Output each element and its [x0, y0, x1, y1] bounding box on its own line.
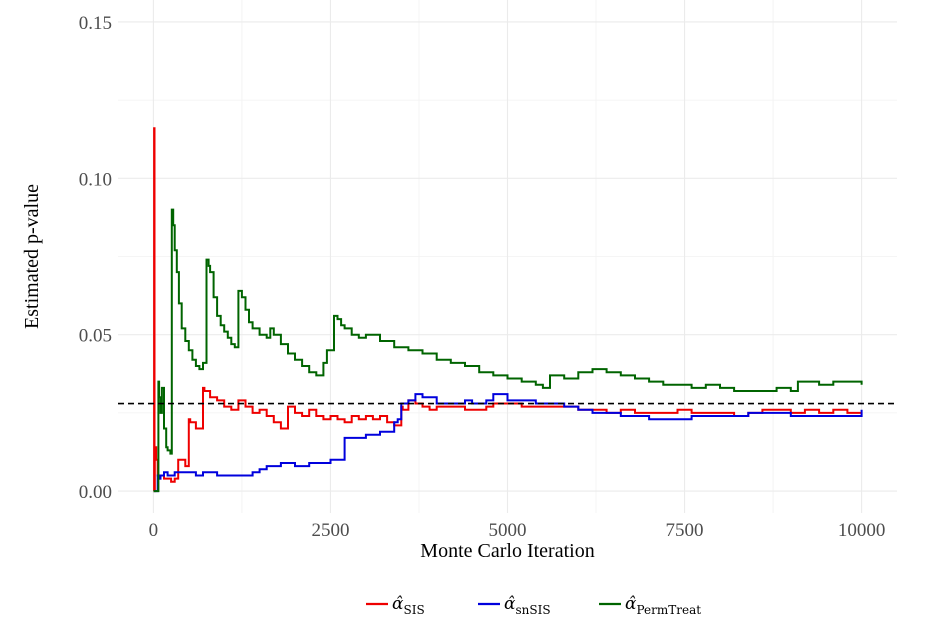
- x-tick-label: 5000: [489, 520, 527, 541]
- y-tick-label: 0.00: [79, 482, 112, 503]
- x-tick-label: 2500: [311, 520, 349, 541]
- series-lines: [153, 127, 863, 493]
- x-tick-label: 10000: [838, 520, 886, 541]
- legend-label-PermTreat: α̂PermTreat: [625, 594, 701, 617]
- x-tick-label: 7500: [666, 520, 704, 541]
- y-tick-label: 0.10: [79, 169, 112, 190]
- x-axis-title: Monte Carlo Iteration: [420, 540, 594, 562]
- y-axis-title: Estimated p-value: [21, 184, 43, 329]
- series-line-SIS: [153, 127, 862, 493]
- y-tick-label: 0.05: [79, 326, 112, 347]
- y-axis-tick-labels: 0.00 0.05 0.10 0.15: [79, 13, 112, 503]
- legend-label-snSIS: α̂snSIS: [504, 594, 551, 617]
- x-axis-tick-labels: 0 2500 5000 7500 10000: [149, 520, 886, 541]
- legend: α̂SIS α̂snSIS α̂PermTreat: [366, 594, 701, 617]
- series-line-snSIS: [153, 393, 863, 493]
- y-tick-label: 0.15: [79, 13, 112, 34]
- series-line-PermTreat: [153, 208, 863, 493]
- major-gridlines: [118, 0, 897, 513]
- legend-label-SIS: α̂SIS: [392, 594, 425, 617]
- x-tick-label: 0: [149, 520, 159, 541]
